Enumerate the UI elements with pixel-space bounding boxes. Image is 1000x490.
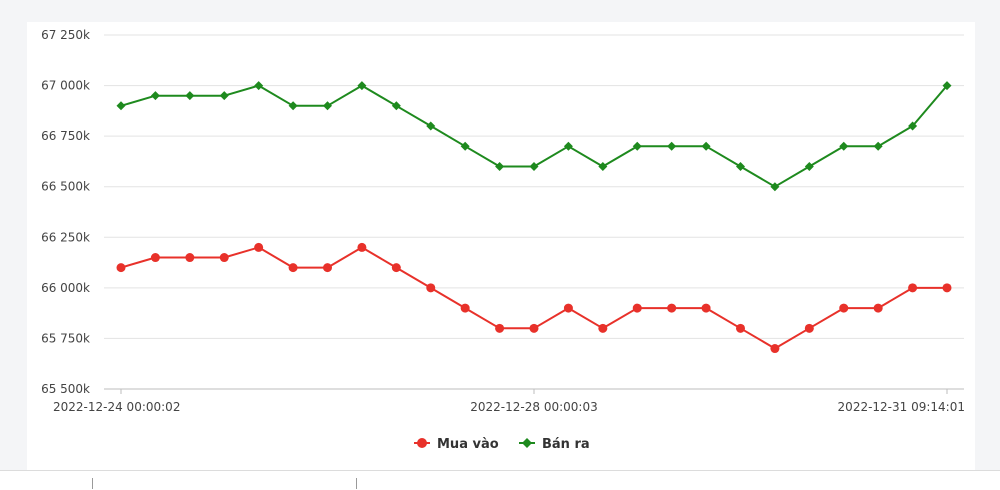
series-line: [120, 246, 947, 350]
series-mua-vao: [116, 242, 952, 354]
data-point[interactable]: [632, 141, 642, 151]
data-point[interactable]: [460, 303, 470, 313]
data-point[interactable]: [736, 161, 745, 171]
legend-label: Mua vào: [437, 437, 499, 452]
bottom-divider: [356, 478, 357, 489]
data-point[interactable]: [185, 91, 195, 101]
data-point[interactable]: [219, 253, 229, 263]
data-point[interactable]: [873, 141, 883, 151]
data-point[interactable]: [495, 161, 505, 171]
data-point[interactable]: [598, 161, 608, 171]
data-point[interactable]: [426, 121, 436, 131]
x-tick-label: 2022-12-28 00:00:03: [470, 400, 597, 414]
y-tick-label: 66 500k: [41, 180, 90, 194]
data-point[interactable]: [185, 253, 195, 263]
x-tick-label: 2022-12-24 00:00:02: [53, 400, 180, 414]
series-layer: [116, 81, 952, 354]
data-point[interactable]: [391, 101, 401, 111]
data-point[interactable]: [150, 91, 160, 101]
data-point[interactable]: [839, 141, 849, 151]
grid-lines: [104, 34, 964, 390]
legend-item[interactable]: Mua vào: [414, 437, 499, 452]
data-point[interactable]: [563, 303, 573, 313]
legend-marker: [417, 438, 427, 448]
data-point[interactable]: [254, 81, 264, 91]
x-axis: 2022-12-24 00:00:02 2022-12-28 00:00:03 20…: [53, 389, 965, 414]
legend-marker: [522, 438, 532, 448]
data-point[interactable]: [736, 323, 745, 333]
data-point[interactable]: [873, 303, 883, 313]
y-tick-label: 66 750k: [41, 129, 90, 143]
data-point[interactable]: [323, 101, 332, 111]
data-point[interactable]: [391, 263, 401, 273]
data-point[interactable]: [632, 303, 642, 313]
y-tick-label: 67 250k: [41, 28, 90, 42]
data-point[interactable]: [288, 101, 298, 111]
y-tick-label: 65 750k: [41, 331, 90, 345]
data-point[interactable]: [942, 283, 952, 293]
data-point[interactable]: [219, 91, 229, 101]
data-point[interactable]: [460, 141, 470, 151]
data-point[interactable]: [323, 263, 332, 273]
data-point[interactable]: [254, 242, 264, 252]
bottom-divider: [92, 478, 93, 489]
data-point[interactable]: [839, 303, 849, 313]
y-tick-label: 66 250k: [41, 230, 90, 244]
data-point[interactable]: [770, 344, 780, 354]
data-point[interactable]: [667, 141, 677, 151]
data-point[interactable]: [288, 263, 298, 273]
data-point[interactable]: [529, 161, 539, 171]
data-point[interactable]: [598, 323, 608, 333]
data-point[interactable]: [804, 161, 814, 171]
data-point[interactable]: [908, 121, 918, 131]
data-point[interactable]: [942, 81, 952, 91]
bottom-bar: [0, 470, 1000, 490]
data-point[interactable]: [667, 303, 677, 313]
data-point[interactable]: [701, 141, 711, 151]
data-point[interactable]: [529, 323, 539, 333]
y-tick-label: 67 000k: [41, 79, 90, 93]
data-point[interactable]: [116, 101, 126, 111]
data-point[interactable]: [495, 323, 505, 333]
data-point[interactable]: [908, 283, 918, 293]
x-tick-label: 2022-12-31 09:14:01: [838, 400, 965, 414]
y-tick-label: 66 000k: [41, 281, 90, 295]
data-point[interactable]: [357, 242, 367, 252]
series-ban-ra: [116, 81, 952, 192]
data-point[interactable]: [770, 182, 780, 192]
data-point[interactable]: [804, 323, 814, 333]
data-point[interactable]: [426, 283, 436, 293]
data-point[interactable]: [563, 141, 573, 151]
data-point[interactable]: [357, 81, 367, 91]
data-point[interactable]: [701, 303, 711, 313]
legend-item[interactable]: Bán ra: [519, 437, 590, 452]
y-tick-label: 65 500k: [41, 382, 90, 396]
legend-label: Bán ra: [542, 437, 590, 452]
legend[interactable]: Mua vào Bán ra: [414, 437, 590, 452]
data-point[interactable]: [116, 263, 126, 273]
data-point[interactable]: [150, 253, 160, 263]
y-axis-ticks: 65 500k 65 750k 66 000k 66 250k 66 500k 66 75…: [41, 28, 90, 396]
